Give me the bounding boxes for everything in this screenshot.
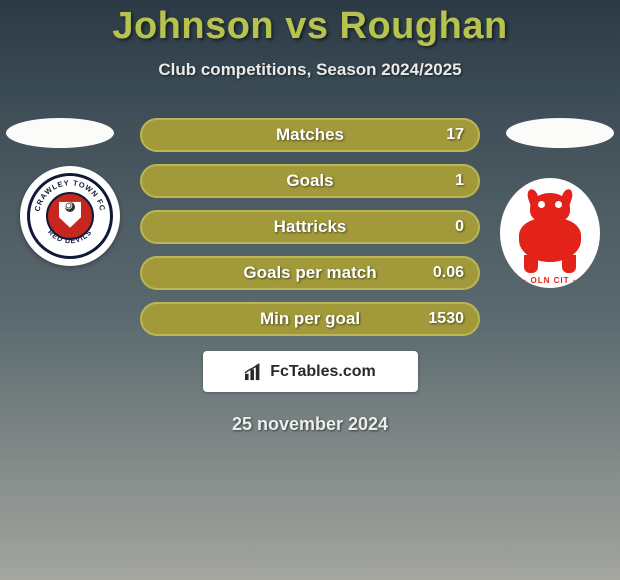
stat-value: 0	[455, 218, 464, 236]
stat-row: Goals 1	[140, 164, 480, 198]
stat-value: 1	[455, 172, 464, 190]
subtitle: Club competitions, Season 2024/2025	[0, 60, 620, 80]
footer-date: 25 november 2024	[0, 414, 620, 435]
stat-label: Min per goal	[260, 309, 360, 329]
infographic-container: Johnson vs Roughan Club competitions, Se…	[0, 0, 620, 580]
stat-rows: Matches 17 Goals 1 Hattricks 0 Goals per match…	[140, 118, 480, 348]
stat-label: Goals per match	[243, 263, 376, 283]
branding-text: FcTables.com	[270, 363, 376, 381]
team-badge-right: · OLN CIT ·	[500, 178, 600, 288]
stat-row: Hattricks 0	[140, 210, 480, 244]
stat-row: Min per goal 1530	[140, 302, 480, 336]
stat-row: Matches 17	[140, 118, 480, 152]
stat-value: 1530	[428, 310, 464, 328]
stat-label: Goals	[286, 171, 333, 191]
stat-label: Matches	[276, 125, 344, 145]
player-ellipse-left	[6, 118, 114, 148]
bar-chart-icon	[244, 363, 264, 381]
lincoln-imp-icon: · OLN CIT ·	[504, 183, 596, 283]
stat-value: 17	[446, 126, 464, 144]
team-badge-left: CRAWLEY TOWN FC RED DEVILS	[20, 166, 120, 266]
stat-label: Hattricks	[274, 217, 347, 237]
branding-box: FcTables.com	[203, 351, 418, 392]
player-ellipse-right	[506, 118, 614, 148]
crawley-crest-icon: CRAWLEY TOWN FC RED DEVILS	[27, 173, 113, 259]
stats-area: CRAWLEY TOWN FC RED DEVILS	[0, 118, 620, 333]
stat-row: Goals per match 0.06	[140, 256, 480, 290]
stat-value: 0.06	[433, 264, 464, 282]
page-title: Johnson vs Roughan	[0, 5, 620, 48]
